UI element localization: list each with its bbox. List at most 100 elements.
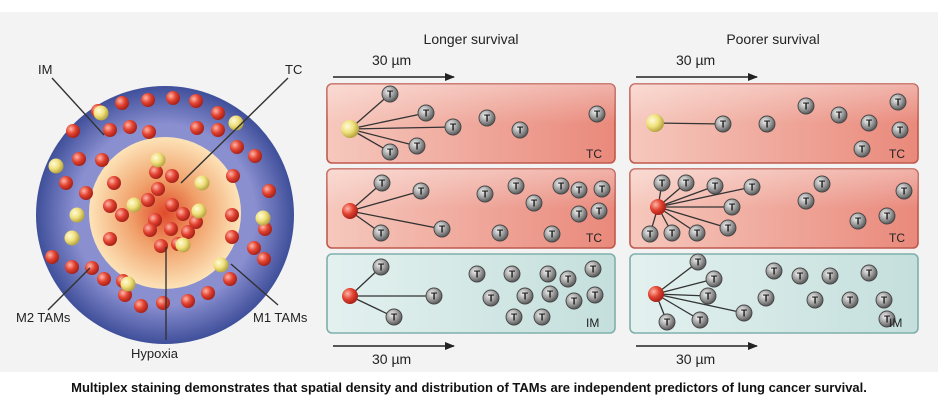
- t-cell: [552, 177, 570, 195]
- interaction-line: [655, 278, 715, 295]
- m2-macrophage: [189, 94, 203, 108]
- m2-macrophage: [165, 169, 179, 183]
- t-cell: [719, 219, 737, 237]
- tc-circle-label: TC: [285, 62, 302, 77]
- t-cell-label: T: [522, 292, 528, 303]
- m2-macrophage: [342, 203, 358, 219]
- t-cell-label: T: [599, 185, 605, 196]
- t-cell: [381, 143, 399, 161]
- interaction-line: [655, 261, 699, 295]
- t-cell: [705, 270, 723, 288]
- t-cell: [797, 97, 815, 115]
- t-cell: [765, 262, 783, 280]
- m2-macrophage: [115, 208, 129, 222]
- m2-macrophage: [141, 193, 155, 207]
- longer-survival-title: Longer survival: [424, 31, 519, 47]
- t-cell-label: T: [517, 126, 523, 137]
- panel-label-tc: TC: [889, 147, 905, 161]
- m2-macrophage: [156, 296, 170, 310]
- m2-macrophage: [134, 299, 148, 313]
- t-cell-label: T: [847, 296, 853, 307]
- interaction-line: [655, 293, 745, 314]
- t-cell: [433, 220, 451, 238]
- t-cell-label: T: [576, 210, 582, 221]
- interaction-line: [349, 210, 443, 230]
- t-cell-label: T: [509, 270, 515, 281]
- t-cell-label: T: [705, 292, 711, 303]
- m1-tams-label: M1 TAMs: [253, 310, 308, 325]
- t-cell: [841, 291, 859, 309]
- t-cell-label: T: [901, 187, 907, 198]
- t-cell: [806, 291, 824, 309]
- m2-pointer: [47, 267, 91, 311]
- t-cell: [385, 308, 403, 326]
- m1-macrophage: [175, 237, 191, 253]
- t-cell: [478, 109, 496, 127]
- t-cell: [699, 287, 717, 305]
- interaction-line: [349, 190, 422, 212]
- t-cell-label: T: [797, 272, 803, 283]
- t-cell-label: T: [695, 258, 701, 269]
- m2-macrophage: [115, 96, 129, 110]
- t-cell-label: T: [694, 229, 700, 240]
- t-cell-label: T: [439, 225, 445, 236]
- t-cell: [714, 115, 732, 133]
- t-cell-label: T: [596, 207, 602, 218]
- tumor-cross-section: [36, 86, 294, 344]
- m2-macrophage: [225, 208, 239, 222]
- t-cell-label: T: [855, 217, 861, 228]
- m2-macrophage: [165, 198, 179, 212]
- t-cell-label: T: [497, 229, 503, 240]
- t-cell: [588, 105, 606, 123]
- m1-macrophage: [341, 120, 359, 138]
- t-cell-label: T: [764, 120, 770, 131]
- t-cell: [677, 174, 695, 192]
- t-cell: [895, 182, 913, 200]
- t-cell: [507, 177, 525, 195]
- interaction-line: [655, 293, 709, 297]
- m2-macrophage: [201, 286, 215, 300]
- t-cell: [653, 174, 671, 192]
- t-cell: [849, 212, 867, 230]
- t-cell: [372, 258, 390, 276]
- t-cell-label: T: [741, 309, 747, 320]
- m2-macrophage: [230, 140, 244, 154]
- t-cell-label: T: [531, 199, 537, 210]
- m1-macrophage: [646, 114, 664, 132]
- m2-macrophage: [181, 294, 195, 308]
- m1-macrophage: [213, 257, 229, 273]
- m2-macrophage: [247, 241, 261, 255]
- t-cell: [482, 289, 500, 307]
- t-cell: [468, 265, 486, 283]
- figure-caption: Multiplex staining demonstrates that spa…: [71, 380, 867, 395]
- m1-macrophage: [228, 115, 244, 131]
- t-cell: [503, 265, 521, 283]
- m2-macrophage: [225, 230, 239, 244]
- m2-macrophage: [123, 120, 137, 134]
- m1-macrophage: [194, 175, 210, 191]
- m2-macrophage: [223, 272, 237, 286]
- t-cell-label: T: [712, 182, 718, 193]
- scale-label-bottom-right: 30 µm: [676, 351, 715, 367]
- panel-label-im: IM: [586, 316, 599, 330]
- interaction-line: [654, 122, 724, 125]
- scale-label-bottom-left: 30 µm: [372, 351, 411, 367]
- t-cell: [372, 224, 390, 242]
- m2-macrophage: [65, 260, 79, 274]
- t-cell-label: T: [859, 145, 865, 156]
- m2-macrophage: [45, 250, 59, 264]
- t-cell: [891, 121, 909, 139]
- m2-macrophage: [72, 152, 86, 166]
- m2-macrophage: [164, 222, 178, 236]
- t-cell-label: T: [431, 292, 437, 303]
- t-cell-label: T: [897, 126, 903, 137]
- t-cell-label: T: [729, 203, 735, 214]
- m2-macrophage: [190, 121, 204, 135]
- m2-macrophage: [258, 222, 272, 236]
- m2-macrophage: [95, 153, 109, 167]
- interaction-line: [349, 128, 418, 147]
- t-cell: [533, 308, 551, 326]
- m2-macrophage: [141, 93, 155, 107]
